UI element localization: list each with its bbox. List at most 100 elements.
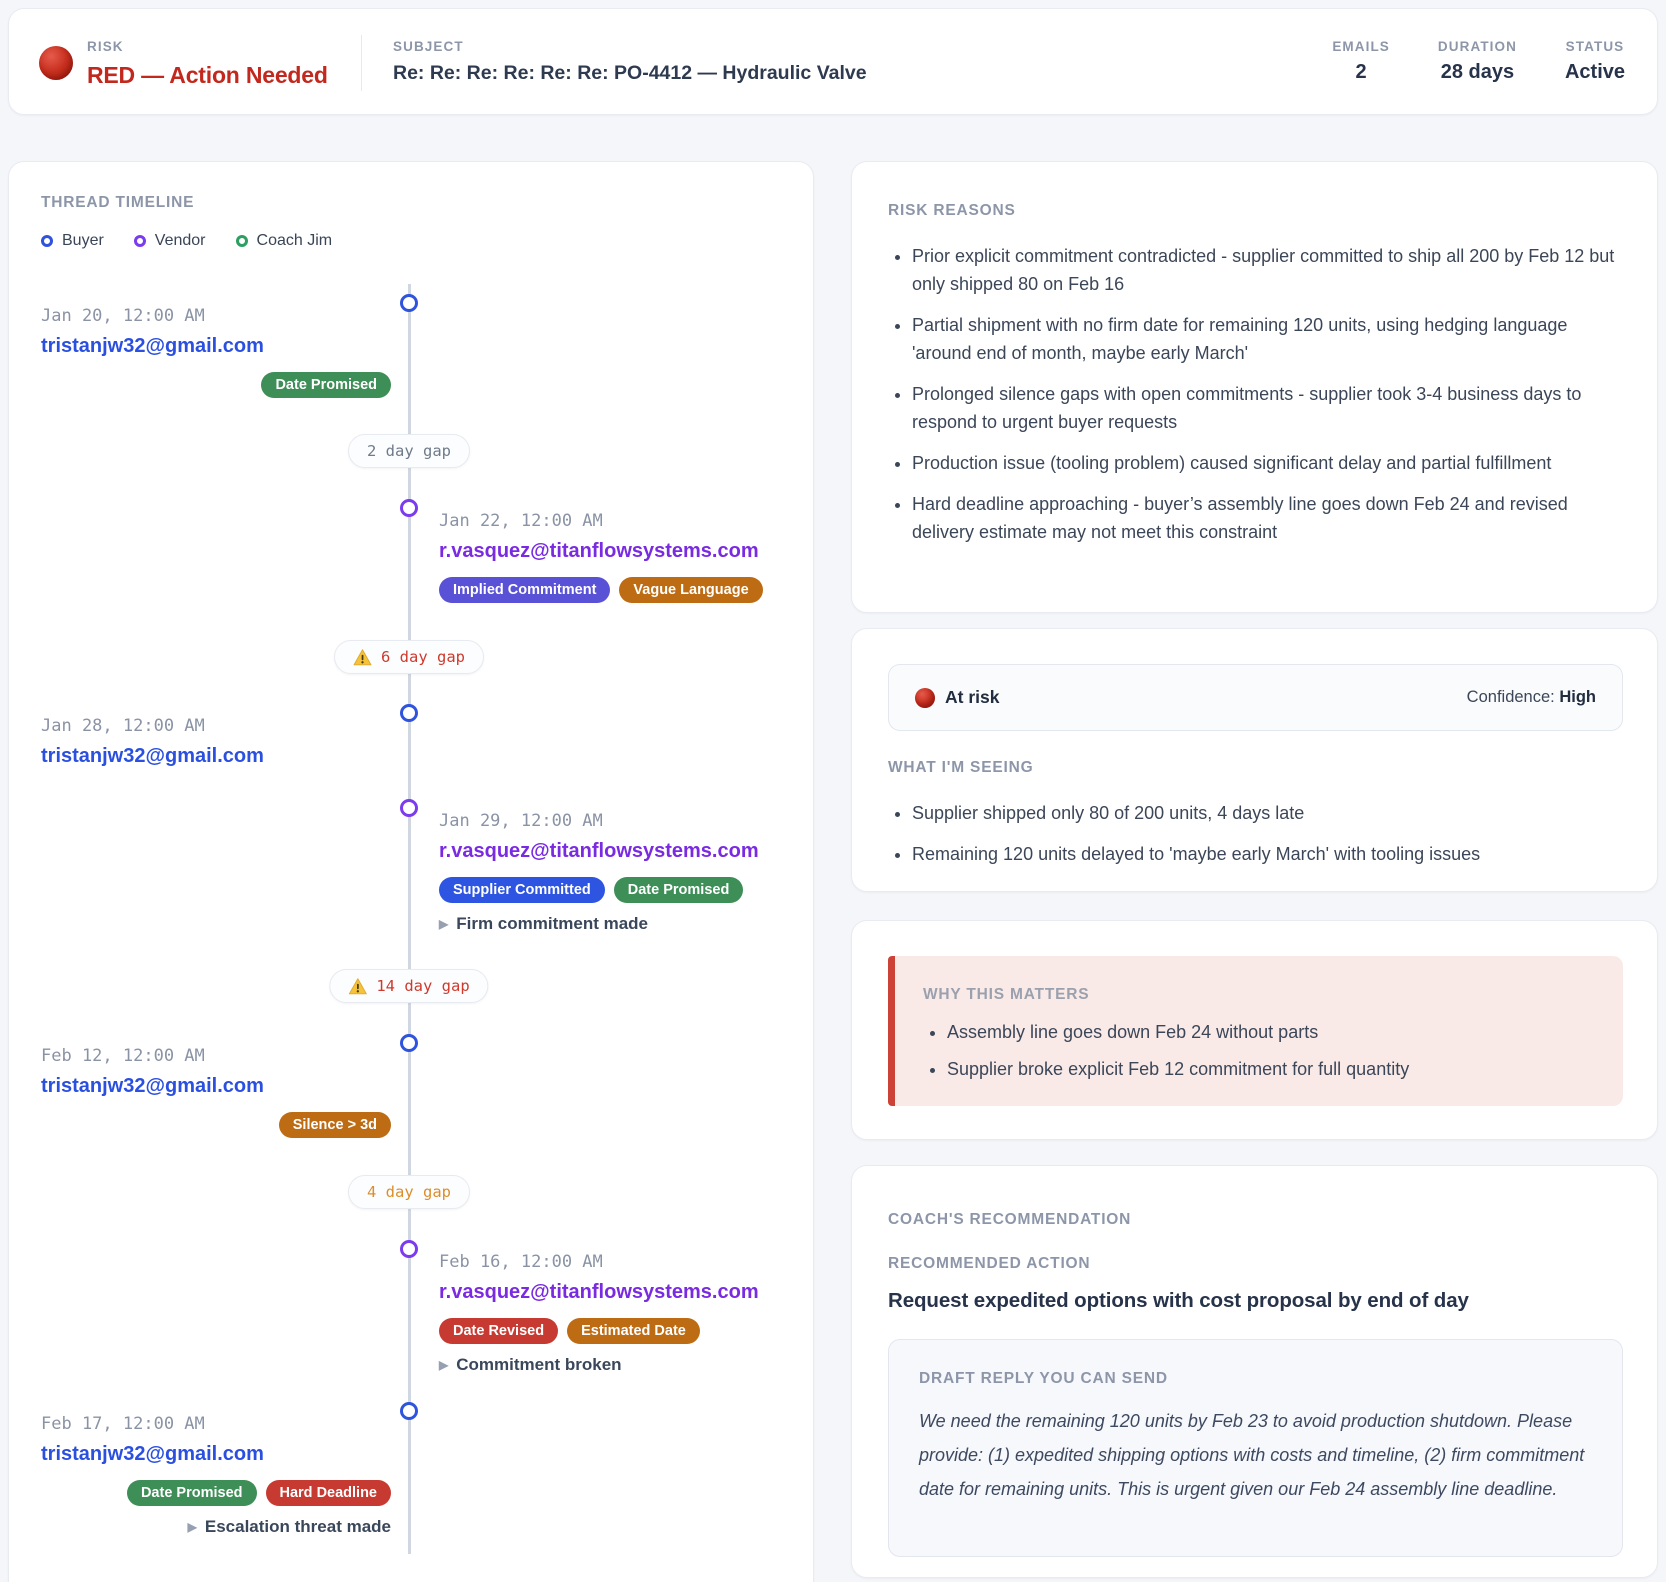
gap-label: 14 day gap xyxy=(376,977,470,995)
event-note: ▶ Escalation threat made xyxy=(41,1517,391,1537)
stat-emails-label: EMAILS xyxy=(1332,39,1390,54)
stat-status: STATUS Active xyxy=(1565,39,1625,84)
timeline-event: Feb 16, 12:00 AM r.vasquez@titanflowsyst… xyxy=(439,1251,790,1375)
why-matters-title: WHY THIS MATTERS xyxy=(923,986,1090,1003)
stat-duration: DURATION 28 days xyxy=(1438,39,1517,84)
event-email-link[interactable]: r.vasquez@titanflowsystems.com xyxy=(439,1281,759,1303)
event-date: Jan 28, 12:00 AM xyxy=(41,716,205,736)
risk-red-dot-icon xyxy=(39,46,73,80)
stat-duration-value: 28 days xyxy=(1440,61,1515,83)
stat-emails-value: 2 xyxy=(1355,61,1367,83)
event-badge: Date Revised xyxy=(439,1318,559,1344)
event-email-link[interactable]: r.vasquez@titanflowsystems.com xyxy=(439,840,759,862)
note-arrow-icon: ▶ xyxy=(439,917,449,931)
event-badge: Supplier Committed xyxy=(439,877,605,903)
stat-status-value: Active xyxy=(1564,61,1625,83)
gap-pill: 2 day gap xyxy=(348,434,470,468)
event-badge: Estimated Date xyxy=(567,1318,700,1344)
timeline-event: Feb 17, 12:00 AM tristanjw32@gmail.com D… xyxy=(41,1413,391,1537)
coach-recommendation-card: COACH'S RECOMMENDATION RECOMMENDED ACTIO… xyxy=(851,1165,1658,1578)
at-risk-status: At risk xyxy=(915,687,1467,708)
gap-label: 6 day gap xyxy=(381,648,465,666)
coach-title: COACH'S RECOMMENDATION xyxy=(888,1211,1132,1228)
confidence-label: Confidence: xyxy=(1466,688,1555,706)
risk-reasons-title: RISK REASONS xyxy=(888,202,1016,219)
event-email-link[interactable]: tristanjw32@gmail.com xyxy=(41,1075,264,1097)
warning-icon xyxy=(348,977,367,994)
event-note: ▶ Commitment broken xyxy=(439,1355,790,1375)
timeline-event: Jan 29, 12:00 AM r.vasquez@titanflowsyst… xyxy=(439,810,790,934)
risk-reasons-list: Prior explicit commitment contradicted -… xyxy=(888,242,1621,546)
at-risk-label: At risk xyxy=(945,687,1000,707)
subject-section: SUBJECT Re: Re: Re: Re: Re: Re: PO-4412 … xyxy=(393,39,867,85)
legend-vendor-label: Vendor xyxy=(154,232,206,249)
event-note: ▶ Firm commitment made xyxy=(439,914,790,934)
risk-reason-item: Hard deadline approaching - buyer’s asse… xyxy=(912,490,1621,546)
draft-reply-text: We need the remaining 120 units by Feb 2… xyxy=(919,1411,1585,1499)
subject-value: Re: Re: Re: Re: Re: Re: PO-4412 — Hydrau… xyxy=(393,62,867,84)
event-badge: Date Promised xyxy=(613,877,744,903)
note-text: Commitment broken xyxy=(456,1355,622,1374)
timeline-dot-vendor xyxy=(400,799,418,817)
timeline-dot-buyer xyxy=(400,294,418,312)
confidence: Confidence: High xyxy=(1467,688,1596,707)
risk-reason-item: Prior explicit commitment contradicted -… xyxy=(912,242,1621,298)
why-matters-item: Supplier broke explicit Feb 12 commitmen… xyxy=(947,1055,1595,1083)
event-badge: Date Promised xyxy=(261,372,391,398)
header-stats: EMAILS 2 DURATION 28 days STATUS Active xyxy=(1332,39,1625,84)
why-matters-card: WHY THIS MATTERS Assembly line goes down… xyxy=(851,920,1658,1140)
event-badge: Hard Deadline xyxy=(265,1480,391,1506)
stat-emails: EMAILS 2 xyxy=(1332,39,1390,84)
recommended-action-text: Request expedited options with cost prop… xyxy=(888,1289,1469,1312)
draft-reply-box: DRAFT REPLY YOU CAN SEND We need the rem… xyxy=(888,1339,1623,1557)
risk-section: RISK RED — Action Needed xyxy=(87,39,328,89)
timeline-event: Feb 12, 12:00 AM tristanjw32@gmail.com S… xyxy=(41,1045,391,1138)
gap-pill: 6 day gap xyxy=(334,640,484,674)
seeing-item: Remaining 120 units delayed to 'maybe ea… xyxy=(912,840,1621,868)
coach-ring-icon xyxy=(235,235,248,247)
seeing-list: Supplier shipped only 80 of 200 units, 4… xyxy=(888,799,1621,868)
note-text: Escalation threat made xyxy=(204,1517,391,1536)
timeline-title: THREAD TIMELINE xyxy=(41,194,195,211)
timeline-dot-vendor xyxy=(400,499,418,517)
risk-reason-item: Partial shipment with no firm date for r… xyxy=(912,311,1621,367)
timeline-event: Jan 28, 12:00 AM tristanjw32@gmail.com xyxy=(41,715,391,769)
timeline-event: Jan 20, 12:00 AM tristanjw32@gmail.com D… xyxy=(41,305,391,398)
gap-pill: 14 day gap xyxy=(329,969,489,1003)
event-date: Jan 22, 12:00 AM xyxy=(439,511,603,531)
thread-summary-header: RISK RED — Action Needed SUBJECT Re: Re:… xyxy=(8,8,1658,115)
vendor-ring-icon xyxy=(133,235,146,247)
risk-reasons-card: RISK REASONS Prior explicit commitment c… xyxy=(851,161,1658,613)
event-date: Feb 12, 12:00 AM xyxy=(41,1046,205,1066)
timeline-body: Jan 20, 12:00 AM tristanjw32@gmail.com D… xyxy=(9,162,813,1582)
timeline-dot-buyer xyxy=(400,1034,418,1052)
event-badge: Vague Language xyxy=(619,577,763,603)
legend-buyer: Buyer xyxy=(41,232,104,250)
timeline-dot-vendor xyxy=(400,1240,418,1258)
timeline-dot-buyer xyxy=(400,704,418,722)
risk-label: RISK xyxy=(87,39,124,54)
event-badge: Implied Commitment xyxy=(439,577,611,603)
risk-reason-item: Prolonged silence gaps with open commitm… xyxy=(912,380,1621,436)
legend-coach: Coach Jim xyxy=(235,232,332,250)
event-email-link[interactable]: r.vasquez@titanflowsystems.com xyxy=(439,540,759,562)
header-divider xyxy=(361,35,362,91)
event-email-link[interactable]: tristanjw32@gmail.com xyxy=(41,1443,264,1465)
note-arrow-icon: ▶ xyxy=(439,1358,449,1372)
event-date: Jan 20, 12:00 AM xyxy=(41,306,205,326)
assessment-card: At risk Confidence: High WHAT I'M SEEING… xyxy=(851,628,1658,892)
risk-red-dot-icon xyxy=(915,687,935,708)
event-email-link[interactable]: tristanjw32@gmail.com xyxy=(41,335,264,357)
risk-value: RED — Action Needed xyxy=(87,62,328,88)
seeing-item: Supplier shipped only 80 of 200 units, 4… xyxy=(912,799,1621,827)
buyer-ring-icon xyxy=(41,235,53,247)
note-text: Firm commitment made xyxy=(456,914,648,933)
timeline-legend: Buyer Vendor Coach Jim xyxy=(41,232,332,250)
why-matters-list: Assembly line goes down Feb 24 without p… xyxy=(923,1018,1595,1083)
event-email-link[interactable]: tristanjw32@gmail.com xyxy=(41,745,264,767)
note-arrow-icon: ▶ xyxy=(187,1520,197,1534)
event-badge: Date Promised xyxy=(126,1480,257,1506)
seeing-title: WHAT I'M SEEING xyxy=(888,759,1034,776)
event-date: Feb 16, 12:00 AM xyxy=(439,1252,603,1272)
legend-buyer-label: Buyer xyxy=(62,232,104,249)
